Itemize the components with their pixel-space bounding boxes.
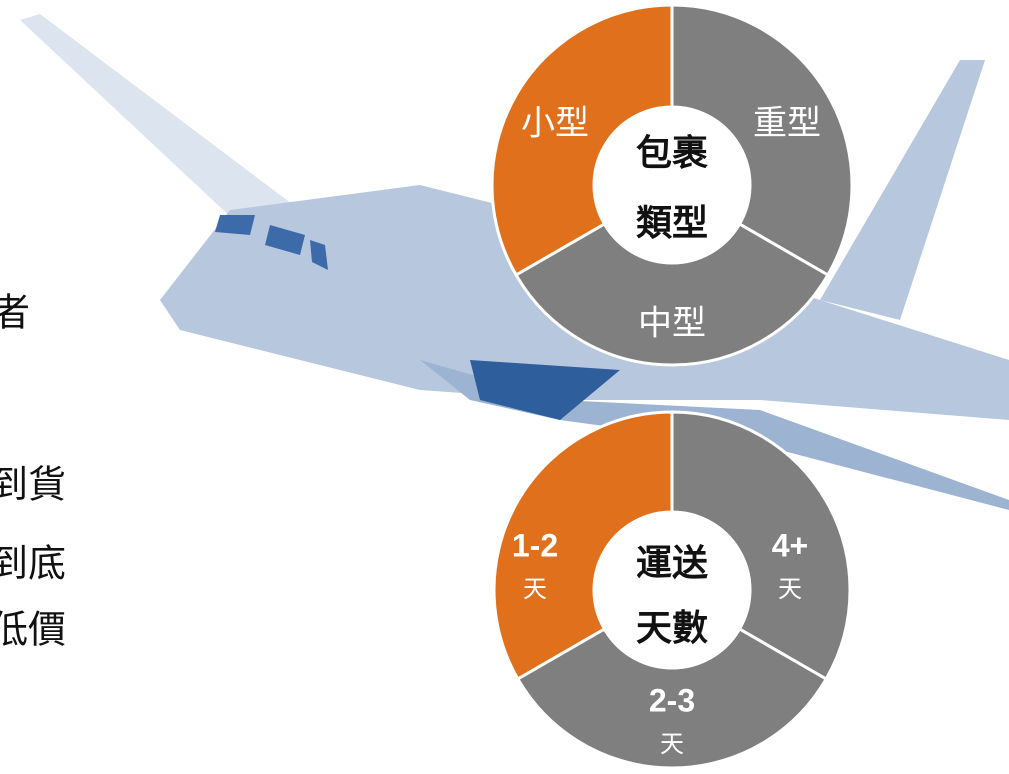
segment-label: 重型 [753, 104, 821, 144]
center-label: 天數 [636, 608, 708, 649]
side-text: 者 [0, 291, 30, 335]
segment-label: 中型 [638, 304, 706, 344]
segment-unit: 天 [523, 575, 547, 603]
side-text: 到貨 [0, 463, 66, 507]
side-text: 到底 [0, 542, 66, 586]
center-label: 類型 [636, 203, 708, 244]
segment-unit: 天 [778, 575, 802, 603]
donut-hole [594, 512, 750, 668]
segment-label: 2-3 [649, 682, 695, 718]
donuts [490, 3, 854, 770]
segment-unit: 天 [660, 730, 684, 758]
donut-hole [594, 107, 750, 263]
segment-label: 4+ [772, 527, 808, 563]
center-label: 運送 [636, 543, 708, 584]
segment-label: 1-2 [512, 527, 558, 563]
center-label: 包裹 [636, 133, 708, 174]
side-text: 低價 [0, 608, 66, 652]
segment-label: 小型 [521, 104, 589, 144]
